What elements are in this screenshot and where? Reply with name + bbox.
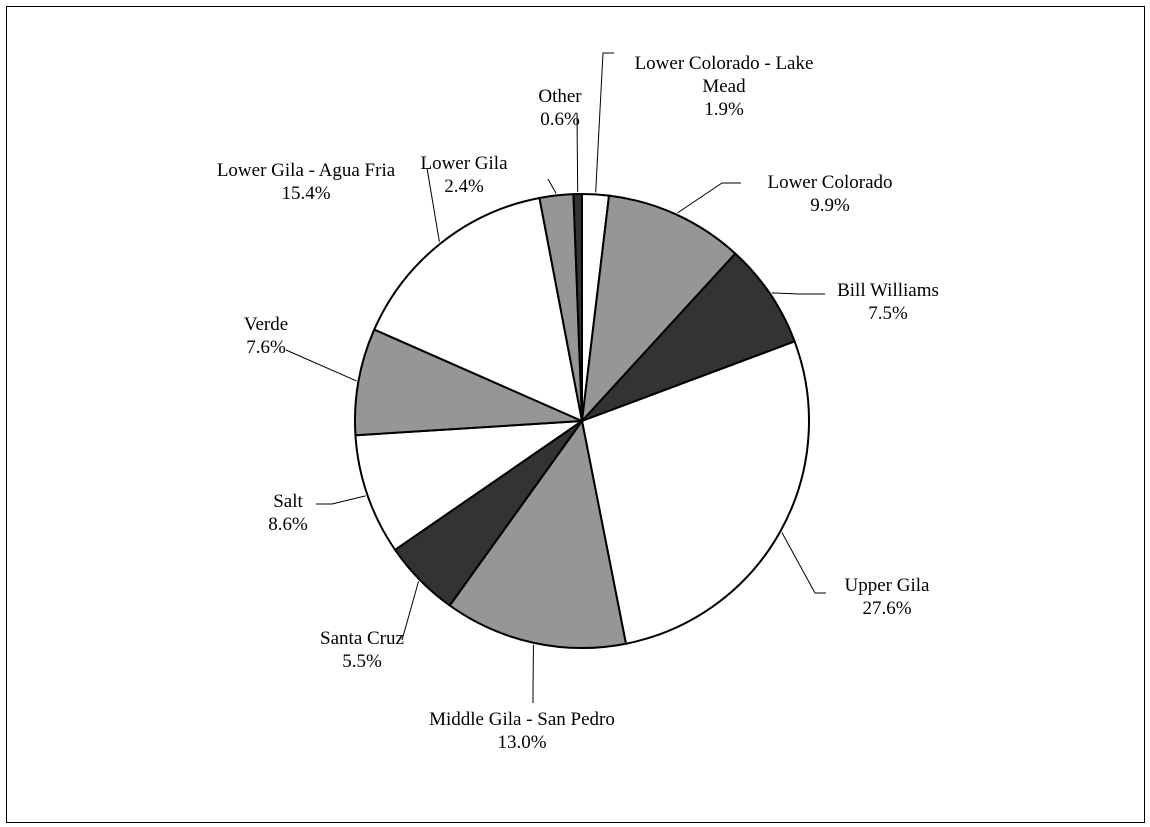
slice-percent-label: 8.6% bbox=[268, 514, 308, 535]
slice-labels: Lower Colorado - Lake Mead 1.9%Lower Color… bbox=[217, 53, 939, 753]
slice-percent-label: 27.6% bbox=[862, 598, 911, 619]
label-lower-colorado-lake-mead: Lower Colorado - Lake Mead 1.9% bbox=[635, 53, 814, 120]
leader-verde bbox=[285, 349, 357, 382]
slice-name-label: Other bbox=[538, 86, 582, 107]
slice-name-label: Middle Gila - San Pedro bbox=[429, 709, 615, 730]
label-lower-gila-agua-fria: Lower Gila - Agua Fria 15.4% bbox=[217, 160, 396, 204]
slice-name-label: Salt bbox=[273, 491, 303, 512]
leader-upper-gila bbox=[781, 532, 826, 594]
slice-other bbox=[572, 192, 583, 422]
label-salt: Salt 8.6% bbox=[268, 491, 308, 535]
slice-name-label: Verde bbox=[244, 314, 288, 335]
slice-name-label: Upper Gila bbox=[845, 575, 931, 596]
slice-salt bbox=[354, 419, 586, 552]
slice-lower-gila-agua-fria bbox=[372, 196, 584, 423]
slice-name-label: Mead bbox=[702, 76, 746, 97]
leader-lines bbox=[285, 52, 826, 703]
label-lower-colorado: Lower Colorado 9.9% bbox=[767, 172, 892, 216]
slice-bill-williams bbox=[581, 252, 796, 422]
slice-name-label: Lower Gila bbox=[420, 153, 508, 174]
slice-percent-label: 7.5% bbox=[868, 303, 908, 324]
slice-name-label: Santa Cruz bbox=[320, 628, 404, 649]
slice-percent-label: 2.4% bbox=[444, 176, 484, 197]
slice-percent-label: 15.4% bbox=[281, 183, 330, 204]
label-santa-cruz: Santa Cruz 5.5% bbox=[320, 628, 404, 672]
slice-name-label: Lower Colorado bbox=[767, 172, 892, 193]
label-other: Other 0.6% bbox=[538, 86, 582, 130]
slice-verde bbox=[354, 328, 583, 437]
slice-percent-label: 13.0% bbox=[497, 732, 546, 753]
leader-other bbox=[576, 112, 579, 193]
leader-bill-williams bbox=[771, 292, 825, 295]
label-middle-gila-san-pedro: Middle Gila - San Pedro 13.0% bbox=[429, 709, 615, 753]
slice-lower-colorado bbox=[580, 194, 737, 424]
slice-upper-gila bbox=[580, 340, 810, 645]
slice-name-label: Bill Williams bbox=[837, 280, 939, 301]
slice-percent-label: 7.6% bbox=[246, 337, 286, 358]
leader-santa-cruz bbox=[401, 581, 420, 641]
pie-slices bbox=[354, 192, 810, 649]
label-upper-gila: Upper Gila 27.6% bbox=[845, 575, 931, 619]
slice-percent-label: 9.9% bbox=[810, 195, 850, 216]
slice-middle-gila-san-pedro bbox=[448, 418, 628, 649]
label-verde: Verde 7.6% bbox=[244, 314, 288, 358]
label-bill-williams: Bill Williams 7.5% bbox=[837, 280, 939, 324]
leader-salt bbox=[316, 495, 366, 505]
slice-name-label: Lower Colorado - Lake bbox=[635, 53, 814, 74]
leader-lower-colorado-lake-mead bbox=[595, 52, 614, 193]
label-lower-gila: Lower Gila 2.4% bbox=[420, 153, 508, 197]
leader-lower-gila-agua-fria bbox=[426, 167, 440, 242]
chart-frame: Lower Colorado - Lake Mead 1.9% Lower Color… bbox=[6, 6, 1145, 823]
pie-chart: Lower Colorado - Lake Mead 1.9%Lower Color… bbox=[217, 52, 939, 753]
slice-percent-label: 5.5% bbox=[342, 651, 382, 672]
leader-lower-gila bbox=[547, 178, 557, 194]
slice-name-label: Lower Gila - Agua Fria bbox=[217, 160, 396, 181]
slice-percent-label: 1.9% bbox=[704, 99, 744, 120]
leader-lower-colorado bbox=[677, 182, 741, 214]
slice-percent-label: 0.6% bbox=[540, 109, 580, 130]
